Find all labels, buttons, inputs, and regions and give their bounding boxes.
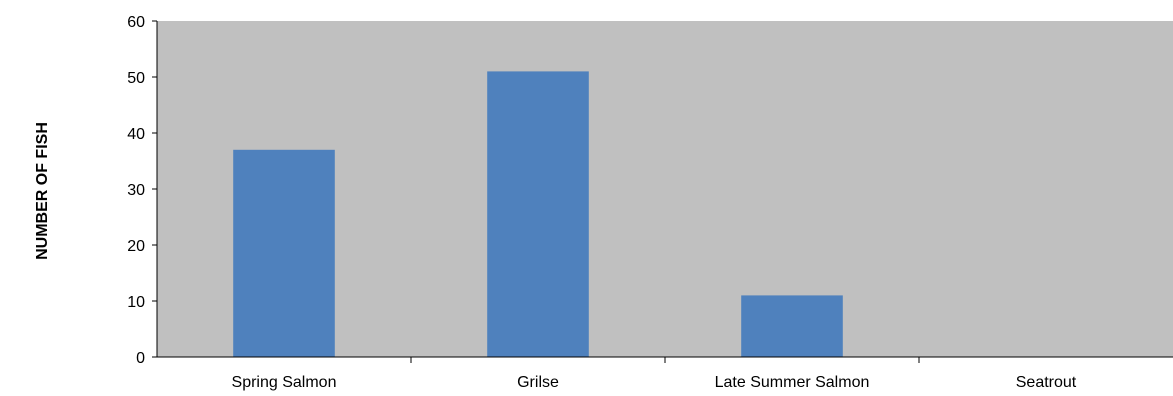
bar-grilse	[487, 71, 589, 358]
y-tick-label: 40	[127, 126, 145, 143]
y-tick-label: 10	[127, 294, 145, 311]
bar-late-summer-salmon	[741, 295, 843, 357]
x-tick-label: Late Summer Salmon	[715, 374, 870, 391]
y-ticks: 0 10 20 30 40 50 60	[127, 14, 157, 367]
bar-spring-salmon	[233, 149, 335, 357]
y-tick-label: 0	[136, 350, 145, 367]
x-ticks: Spring Salmon Grilse Late Summer Salmon Sea…	[232, 357, 1077, 391]
y-tick-label: 30	[127, 182, 145, 199]
x-tick-label: Seatrout	[1016, 374, 1077, 391]
x-tick-label: Grilse	[517, 374, 559, 391]
y-axis-title: NUMBER OF FISH	[34, 122, 51, 260]
x-tick-label: Spring Salmon	[232, 374, 337, 391]
bars	[233, 71, 843, 358]
y-tick-label: 50	[127, 70, 145, 87]
y-tick-label: 20	[127, 238, 145, 255]
y-tick-label: 60	[127, 14, 145, 31]
